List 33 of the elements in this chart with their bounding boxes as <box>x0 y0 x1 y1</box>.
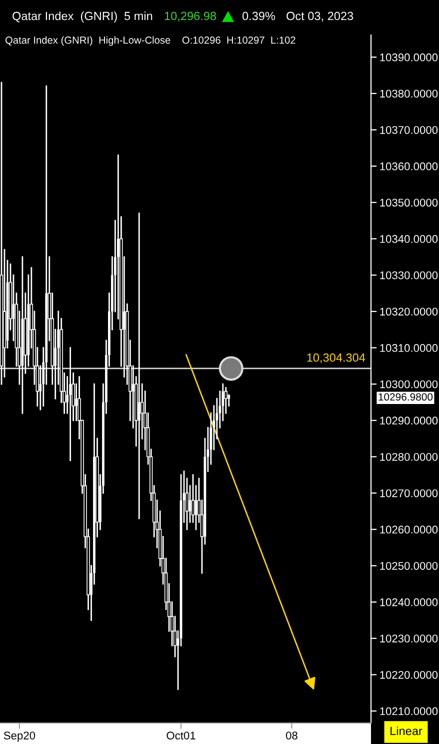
y-tick-label: 10250.0000 <box>380 562 438 570</box>
ref-line-label: 10,304.304 <box>307 353 366 364</box>
text: 10,296.98 <box>164 12 216 22</box>
y-tick-label: 10390.0000 <box>380 53 438 62</box>
y-tick-label: 10350.0000 <box>380 198 438 207</box>
y-tick-label: 10230.0000 <box>380 634 438 642</box>
y-tick-label: 10360.0000 <box>380 162 438 170</box>
chart-subtitle: Qatar Index (GNRI) High-Low-Close O:10296 H:10297 L:102 <box>5 36 296 46</box>
y-tick-label: 10310.0000 <box>380 344 438 352</box>
text: 5 min <box>124 12 152 20</box>
y-tick-label: 10270.0000 <box>380 489 438 498</box>
candlestick <box>138 212 140 520</box>
y-tick-label: 10370.0000 <box>380 126 438 134</box>
chart-title: Qatar Index (GNRI) <box>12 12 117 22</box>
y-tick-label: 10290.0000 <box>380 416 438 425</box>
y-tick-label: 10380.0000 <box>380 90 438 98</box>
candlestick <box>69 347 72 462</box>
y-tick-label: 10280.0000 <box>380 453 438 461</box>
y-tick-label: 10320.0000 <box>380 308 438 316</box>
y-tick-label: 10220.0000 <box>380 670 438 679</box>
y-tick-label: 10210.0000 <box>380 707 438 716</box>
y-tick-label: 10340.0000 <box>380 235 438 243</box>
x-tick-label: Sep20 <box>4 732 36 742</box>
text: 0.39% <box>242 12 276 20</box>
text: Linear <box>390 726 422 736</box>
text: Oct 03, 2023 <box>286 12 354 22</box>
y-tick-label: 10240.0000 <box>380 598 438 606</box>
text: 10296.9800 <box>378 393 433 401</box>
x-tick-label: 08 <box>286 732 298 740</box>
y-tick-label: 10260.0000 <box>380 526 438 534</box>
y-tick-label: 10300.0000 <box>380 380 438 388</box>
x-tick-label: Oct01 <box>166 732 196 740</box>
y-tick-label: 10330.0000 <box>380 271 438 280</box>
